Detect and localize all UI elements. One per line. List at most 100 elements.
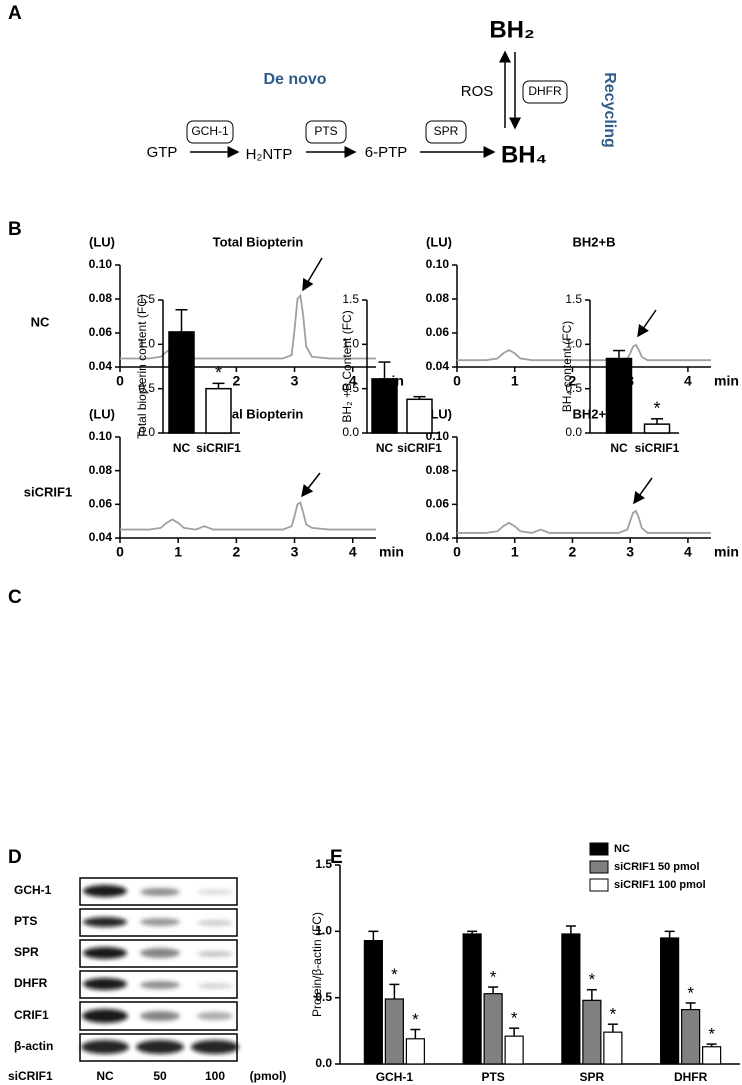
y-tick-label: 0.08: [89, 463, 113, 477]
y-tick-label: 0.04: [89, 359, 113, 373]
x-unit: min: [714, 373, 739, 389]
metabolite: BH₂: [489, 16, 534, 43]
y-tick-label: 0.06: [426, 325, 450, 339]
enzyme-box: [425, 120, 467, 144]
protein-label: DHFR: [14, 976, 48, 990]
panel-label: D: [8, 847, 22, 868]
dose-label: 50: [153, 1069, 167, 1083]
bar: [483, 993, 503, 1065]
x-tick-label: siCRIF1: [196, 441, 241, 455]
protein-label: GCH-1: [14, 883, 52, 897]
y-tick-label: 1.0: [315, 924, 332, 938]
x-tick-label: 1: [174, 544, 182, 560]
band: [140, 918, 180, 926]
y-tick-label: 0.5: [565, 381, 582, 395]
x-tick-label: 4: [349, 544, 357, 560]
y-axis-label: BH₄ content (FC): [560, 321, 574, 413]
y-unit: (LU): [426, 234, 452, 249]
metabolite: GTP: [147, 144, 178, 161]
y-tick-label: 1.0: [565, 337, 582, 351]
band: [197, 920, 233, 926]
band: [197, 951, 233, 957]
significance: *: [412, 1010, 419, 1029]
band: [140, 888, 180, 896]
significance: *: [610, 1005, 617, 1024]
bar: [643, 423, 671, 434]
bar: [363, 940, 383, 1065]
x-tick-label: PTS: [481, 1070, 504, 1084]
x-tick-label: NC: [610, 441, 628, 455]
legend-swatch: [589, 878, 609, 892]
x-tick-label: 0: [453, 373, 461, 389]
peak-arrow: [301, 472, 321, 498]
y-tick-label: 0.0: [342, 425, 359, 439]
metabolite: 6-PTP: [365, 144, 408, 161]
x-tick-label: siCRIF1: [635, 441, 680, 455]
y-unit: (LU): [89, 234, 115, 249]
bar: [660, 937, 680, 1065]
bar: [702, 1046, 722, 1065]
trace: [457, 343, 711, 362]
x-tick-label: 2: [232, 544, 240, 560]
bar: [384, 998, 404, 1065]
y-tick-label: 0.5: [315, 990, 332, 1004]
significance: *: [687, 983, 694, 1002]
bar: [504, 1035, 524, 1065]
chart-title: BH2+B: [573, 234, 616, 249]
bar: [605, 357, 633, 434]
ros: ROS: [461, 83, 494, 100]
y-tick-label: 0.04: [89, 530, 113, 544]
band: [82, 1009, 128, 1023]
western-blot: [81, 885, 239, 1054]
panel-label: E: [330, 847, 343, 868]
x-tick-label: 2: [569, 373, 577, 389]
significance: *: [511, 1009, 518, 1028]
chart-title: Total Biopterin: [213, 406, 304, 421]
y-tick-label: 1.0: [138, 337, 155, 351]
band: [81, 1040, 129, 1054]
condition-label: siCRIF1: [8, 1069, 53, 1083]
x-tick-label: 0: [453, 544, 461, 560]
y-tick-label: 0.10: [426, 257, 450, 271]
enzyme-box: [305, 120, 347, 144]
panel-label: B: [8, 219, 22, 240]
enzyme-box: [186, 120, 234, 144]
x-tick-label: 4: [349, 373, 357, 389]
y-axis-label: BH₂ +B Content (FC): [340, 310, 354, 422]
x-tick-label: NC: [173, 441, 191, 455]
band: [191, 1040, 239, 1054]
panel-label: A: [8, 3, 22, 24]
band: [83, 885, 127, 897]
significance: *: [490, 968, 497, 987]
legend-label: siCRIF1 50 pmol: [614, 861, 700, 873]
band: [197, 889, 233, 895]
protein-label: SPR: [14, 945, 39, 959]
y-tick-label: 0.06: [89, 325, 113, 339]
y-tick-label: 1.5: [565, 292, 582, 306]
bar: [681, 1009, 701, 1065]
y-tick-label: 0.08: [426, 463, 450, 477]
y-unit: (LU): [89, 406, 115, 421]
enzyme: SPR: [434, 124, 459, 138]
row-label: siCRIF1: [24, 484, 72, 499]
peak-arrow: [637, 309, 657, 338]
pathway-label: De novo: [263, 71, 326, 88]
y-tick-label: 0.10: [89, 257, 113, 271]
peak-arrow: [302, 257, 323, 292]
trace: [457, 509, 711, 534]
enzyme: GCH-1: [191, 124, 229, 138]
y-tick-label: 0.5: [342, 381, 359, 395]
y-tick-label: 0.06: [89, 497, 113, 511]
bar: [371, 378, 398, 434]
trace: [120, 501, 376, 531]
panel-label: C: [8, 587, 22, 608]
trace: [120, 293, 376, 360]
x-tick-label: 1: [511, 544, 519, 560]
x-tick-label: 2: [569, 544, 577, 560]
enzyme: PTS: [314, 124, 337, 138]
x-tick-label: 3: [291, 544, 299, 560]
bar: [168, 331, 195, 434]
y-tick-label: 0.04: [426, 359, 450, 373]
protein-label: PTS: [14, 914, 37, 928]
enzyme: DHFR: [528, 84, 562, 98]
